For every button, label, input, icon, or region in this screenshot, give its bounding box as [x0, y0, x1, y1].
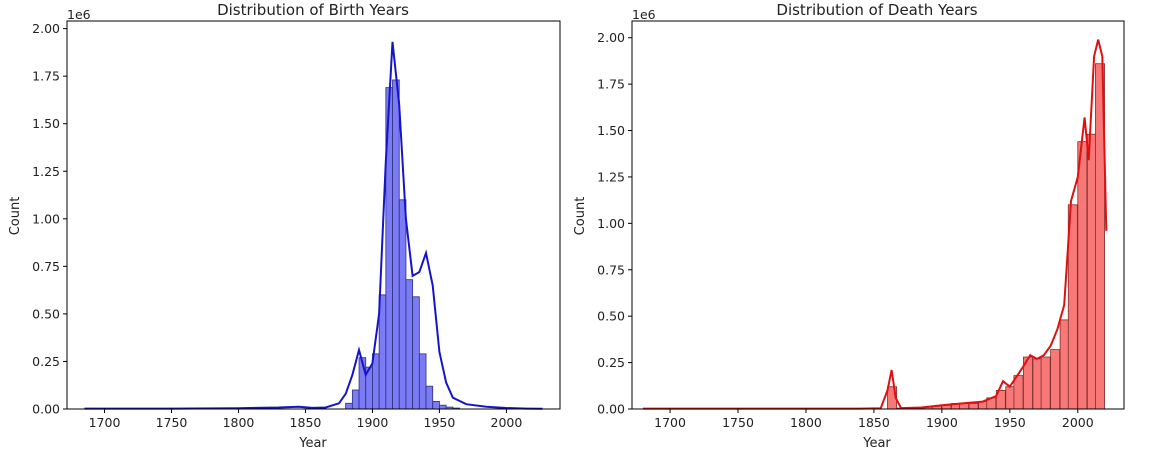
histogram-bars — [887, 63, 1105, 410]
chart-title: Distribution of Death Years — [776, 1, 977, 19]
histogram-bar — [405, 279, 414, 410]
y-axis-label: Count — [573, 197, 588, 236]
histogram-bar — [412, 296, 420, 410]
y-tick-label: 0.25 — [32, 354, 60, 369]
x-tick-label: 1900 — [926, 415, 958, 430]
histogram-bar — [345, 402, 353, 410]
x-tick-label: 2000 — [1062, 415, 1094, 430]
y-tick-label: 1.50 — [32, 116, 60, 131]
y-tick-label: 1.50 — [597, 123, 625, 138]
histogram-bar — [1086, 133, 1097, 410]
histogram-bar — [351, 389, 360, 410]
kde-curve — [642, 39, 1108, 410]
y-tick-label: 0.00 — [597, 402, 625, 417]
y-tick-label: 2.00 — [32, 21, 60, 36]
x-tick-label: 1850 — [290, 415, 322, 430]
histogram-bar — [1013, 375, 1024, 410]
histogram-bar — [1040, 356, 1051, 410]
histogram-bar — [425, 385, 434, 410]
y-tick-label: 0.75 — [597, 262, 625, 277]
x-axis-label: Year — [862, 436, 891, 451]
x-tick-label: 1950 — [424, 415, 456, 430]
y-tick-label: 0.50 — [32, 306, 60, 321]
x-tick-label: 2000 — [491, 415, 523, 430]
x-tick-label: 1800 — [223, 415, 255, 430]
y-tick-label: 0.25 — [597, 355, 625, 370]
histogram-bar — [432, 400, 440, 410]
y-tick-label: 0.00 — [32, 402, 60, 417]
y-tick-label: 0.75 — [32, 259, 60, 274]
x-tick-label: 1850 — [858, 415, 890, 430]
y-offset-label: 1e6 — [632, 7, 656, 22]
histogram-bar — [398, 199, 407, 410]
y-tick-label: 1.25 — [597, 169, 625, 184]
y-tick-label: 2.00 — [597, 30, 625, 45]
plot-frame — [631, 20, 1125, 410]
histogram-bar — [1050, 349, 1061, 410]
histogram-bar — [418, 353, 427, 410]
death-years-chart: Distribution of Death Years 1e6 1700 1750… — [573, 1, 1125, 451]
histogram-bar — [1077, 141, 1088, 410]
x-axis-label: Year — [298, 436, 327, 451]
x-axis-ticks: 1700 1750 1800 1850 1900 1950 2000 — [89, 409, 523, 430]
y-axis-ticks: 0.00 0.25 0.50 0.75 1.00 1.25 1.50 1.75 2.00 — [597, 30, 632, 417]
y-tick-label: 1.25 — [32, 164, 60, 179]
x-tick-label: 1750 — [156, 415, 188, 430]
y-tick-label: 0.50 — [597, 309, 625, 324]
y-tick-label: 1.00 — [32, 211, 60, 226]
x-tick-label: 1700 — [654, 415, 686, 430]
x-tick-label: 1750 — [722, 415, 754, 430]
x-tick-label: 1800 — [790, 415, 822, 430]
histogram-bar — [968, 403, 979, 410]
kde-curve — [84, 41, 543, 410]
y-axis-label: Count — [8, 197, 23, 236]
y-tick-label: 1.75 — [597, 77, 625, 92]
histogram-bar — [392, 79, 400, 410]
y-tick-label: 1.75 — [32, 69, 60, 84]
chart-title: Distribution of Birth Years — [217, 1, 409, 19]
x-tick-label: 1900 — [357, 415, 389, 430]
histogram-bars — [345, 79, 460, 410]
histogram-bar — [1032, 358, 1043, 410]
histogram-bar — [439, 404, 447, 410]
x-axis-ticks: 1700 1750 1800 1850 1900 1950 2000 — [654, 409, 1094, 430]
y-axis-ticks: 0.00 0.25 0.50 0.75 1.00 1.25 1.50 1.75 2.00 — [32, 21, 67, 417]
birth-years-chart: Distribution of Birth Years 1e6 1700 1750… — [8, 1, 561, 451]
y-offset-label: 1e6 — [67, 7, 91, 22]
y-tick-label: 1.00 — [597, 216, 625, 231]
plot-frame — [66, 20, 561, 410]
x-tick-label: 1950 — [994, 415, 1026, 430]
histogram-bar — [1005, 386, 1016, 410]
histogram-bar — [1059, 319, 1070, 410]
x-tick-label: 1700 — [89, 415, 121, 430]
